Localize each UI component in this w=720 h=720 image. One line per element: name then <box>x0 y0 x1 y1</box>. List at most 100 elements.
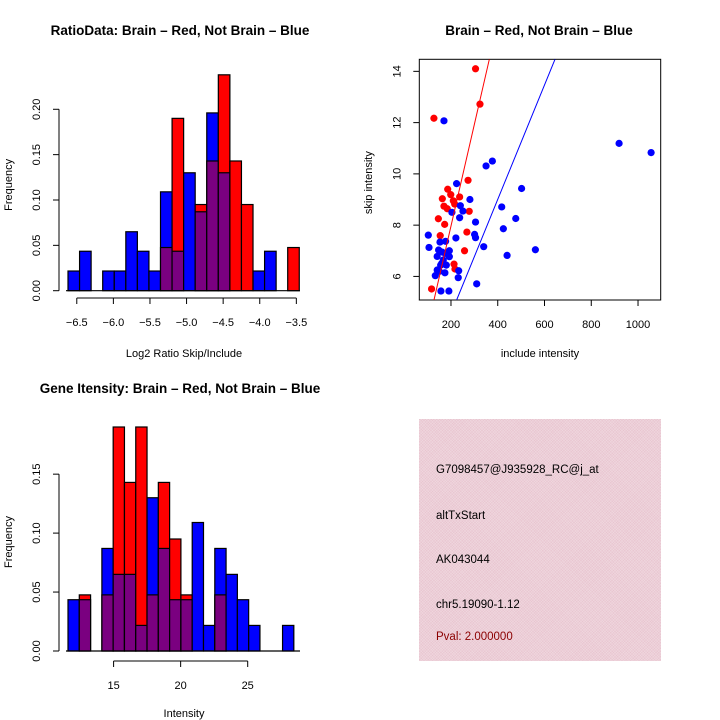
red-point <box>434 215 442 223</box>
overlap-bar <box>169 599 182 652</box>
red-point <box>441 220 449 228</box>
y-tick-label: 0.00 <box>31 640 43 661</box>
blue-point <box>498 203 506 211</box>
blue-bar <box>202 624 216 652</box>
blue-bar <box>263 250 277 292</box>
info-panel: G7098457@J935928_RC@j_at altTxStart AK04… <box>419 419 661 661</box>
chart-title: Brain – Red, Not Brain – Blue <box>445 23 633 38</box>
blue-fit-line <box>456 59 556 300</box>
y-tick-label: 0.00 <box>31 280 43 301</box>
blue-point <box>445 287 453 295</box>
overlap-bar <box>180 599 193 652</box>
blue-point <box>437 287 445 295</box>
overlap-bar <box>159 246 173 292</box>
y-tick-label: 14 <box>391 65 403 77</box>
blue-bar <box>281 624 295 652</box>
chart-title: Gene Itensity: Brain – Red, Not Brain – … <box>40 381 321 396</box>
blue-bar <box>125 231 138 292</box>
x-tick-label: 600 <box>535 319 553 331</box>
y-tick-label: 0.10 <box>31 522 43 543</box>
overlap-bar <box>146 594 159 652</box>
x-tick-label: −5.5 <box>139 317 161 329</box>
blue-bar <box>248 624 261 652</box>
blue-bar <box>78 250 92 292</box>
blue-point <box>488 157 496 165</box>
red-point <box>463 228 471 236</box>
probe-id: G7098457@J935928_RC@j_at <box>436 464 599 476</box>
blue-bar <box>191 521 205 652</box>
overlap-bar <box>101 594 114 652</box>
blue-point <box>503 251 511 259</box>
red-point <box>460 247 469 255</box>
y-tick-label: 0.10 <box>31 189 43 210</box>
overlap-bar <box>123 573 137 652</box>
y-axis-label: skip intensity <box>363 151 375 214</box>
blue-point <box>433 252 441 261</box>
overlap-bar <box>135 624 148 652</box>
blue-bar <box>252 270 266 292</box>
blue-bar <box>67 270 81 292</box>
x-axis-label: include intensity <box>501 348 580 360</box>
blue-point <box>459 207 467 215</box>
red-point <box>447 191 455 199</box>
y-tick-label: 6 <box>391 273 403 279</box>
accession: AK043044 <box>436 554 490 566</box>
overlap-bar <box>112 573 126 652</box>
blue-point <box>473 280 481 288</box>
blue-point <box>471 218 480 226</box>
blue-point <box>425 243 433 252</box>
y-tick-label: 0.15 <box>31 144 43 165</box>
blue-bar <box>113 270 127 292</box>
overlap-bar <box>214 594 227 652</box>
blue-point <box>531 246 539 254</box>
blue-point <box>517 184 526 193</box>
blue-bar <box>225 573 238 652</box>
overlap-bar <box>78 599 92 652</box>
blue-point <box>512 214 520 223</box>
x-tick-label: 25 <box>242 680 254 692</box>
y-tick-label: 8 <box>391 222 403 228</box>
event-type: altTxStart <box>436 510 486 522</box>
blue-bar <box>183 172 196 292</box>
blue-point <box>480 243 488 251</box>
red-fit-line <box>433 59 490 300</box>
red-point <box>436 232 444 240</box>
y-tick-label: 12 <box>391 116 403 128</box>
blue-point <box>440 117 448 125</box>
blue-point <box>452 234 460 242</box>
overlap-bar <box>217 172 231 292</box>
y-tick-label: 10 <box>391 168 403 180</box>
blue-bar <box>102 270 115 292</box>
overlap-bar <box>171 250 185 292</box>
x-tick-label: 15 <box>107 680 119 692</box>
x-tick-label: −4.0 <box>249 317 271 329</box>
red-point <box>444 185 452 193</box>
blue-point <box>435 247 443 255</box>
x-axis-label: Intensity <box>164 708 205 720</box>
red-point <box>464 176 472 184</box>
red-point <box>427 285 436 293</box>
y-tick-label: 0.20 <box>31 99 43 120</box>
y-axis-label: Frequency <box>3 516 15 568</box>
blue-point <box>424 231 432 239</box>
location: chr5.19090-1.12 <box>436 599 520 611</box>
blue-point <box>647 149 655 157</box>
plot-box <box>418 58 662 301</box>
x-tick-label: 400 <box>489 319 507 331</box>
blue-point <box>471 234 480 242</box>
overlap-bar <box>206 160 219 292</box>
blue-bar <box>67 599 80 652</box>
pval: Pval: 2.000000 <box>436 631 513 643</box>
red-bar <box>287 246 300 292</box>
x-axis-label: Log2 Ratio Skip/Include <box>126 348 242 360</box>
blue-point <box>441 269 449 277</box>
scatter-points <box>424 59 655 300</box>
x-tick-label: 20 <box>175 680 187 692</box>
blue-point <box>452 180 461 188</box>
overlap-bar <box>157 547 171 652</box>
blue-point <box>499 225 507 233</box>
x-tick-label: 200 <box>442 319 460 331</box>
blue-point <box>615 139 623 147</box>
blue-point <box>435 267 443 275</box>
blue-point <box>455 267 463 275</box>
